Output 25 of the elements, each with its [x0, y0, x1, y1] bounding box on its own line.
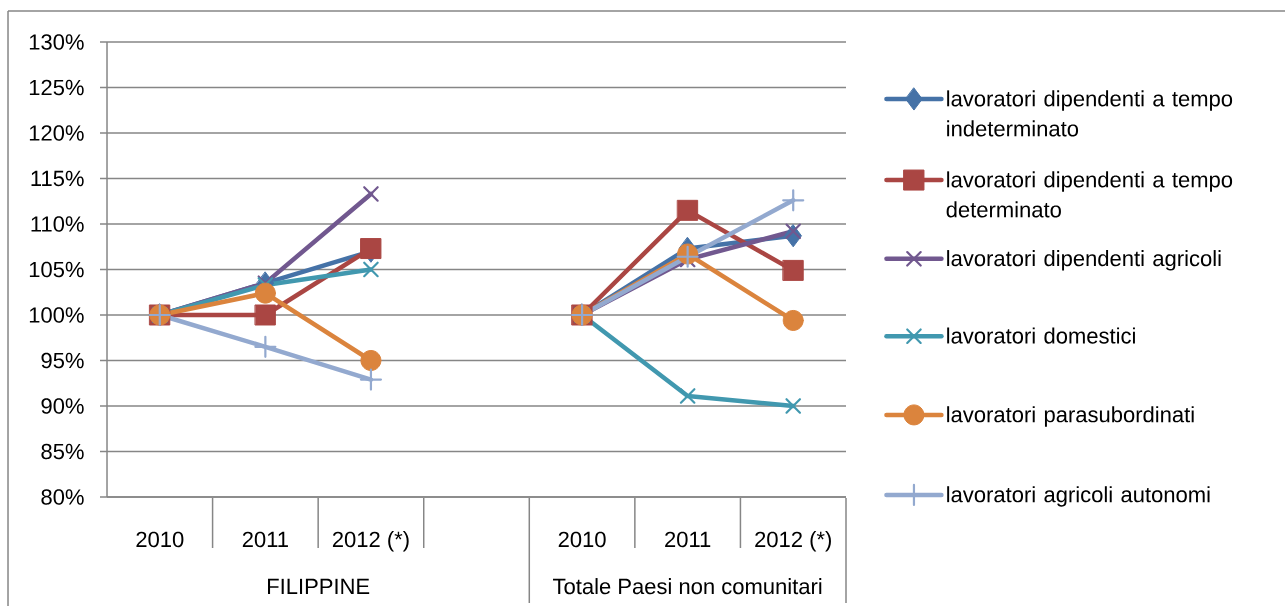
- y-tick-label: 120%: [29, 125, 84, 141]
- legend-label: lavoratori dipendenti agricoli: [947, 250, 1221, 271]
- x-tick-label: 2010: [136, 531, 184, 548]
- y-tick-label: 110%: [31, 216, 84, 232]
- legend-label: lavoratori parasubordinati: [947, 406, 1194, 427]
- y-tick-label: 115%: [31, 170, 84, 187]
- x-tick-label: 2012 (*): [755, 531, 831, 552]
- text: Totale Paesi non comunitari: [553, 578, 822, 595]
- y-tick-label: 125%: [29, 79, 84, 96]
- y-tick-label: 90%: [41, 398, 84, 414]
- y-tick-label: 80%: [41, 489, 84, 505]
- text: FILIPPINE: [268, 578, 370, 594]
- legend-label: lavoratori domestici: [947, 327, 1135, 344]
- legend-label: lavoratori dipendenti a tempo indeterminato: [947, 90, 1233, 137]
- y-tick-label: 130%: [29, 34, 84, 50]
- y-tick-label: 100%: [29, 307, 84, 323]
- x-tick-label: 2010: [558, 531, 606, 548]
- y-tick-label: 95%: [41, 352, 84, 369]
- x-tick-label: 2012 (*): [332, 531, 409, 552]
- y-tick-label: 105%: [29, 261, 84, 278]
- legend-label: lavoratori agricoli autonomi: [947, 486, 1210, 507]
- x-tick-label: 2011: [665, 531, 711, 548]
- legend-label: lavoratori dipendenti a tempo determinato: [946, 171, 1233, 218]
- x-tick-label: 2011: [242, 531, 288, 548]
- y-tick-label: 85%: [41, 443, 84, 460]
